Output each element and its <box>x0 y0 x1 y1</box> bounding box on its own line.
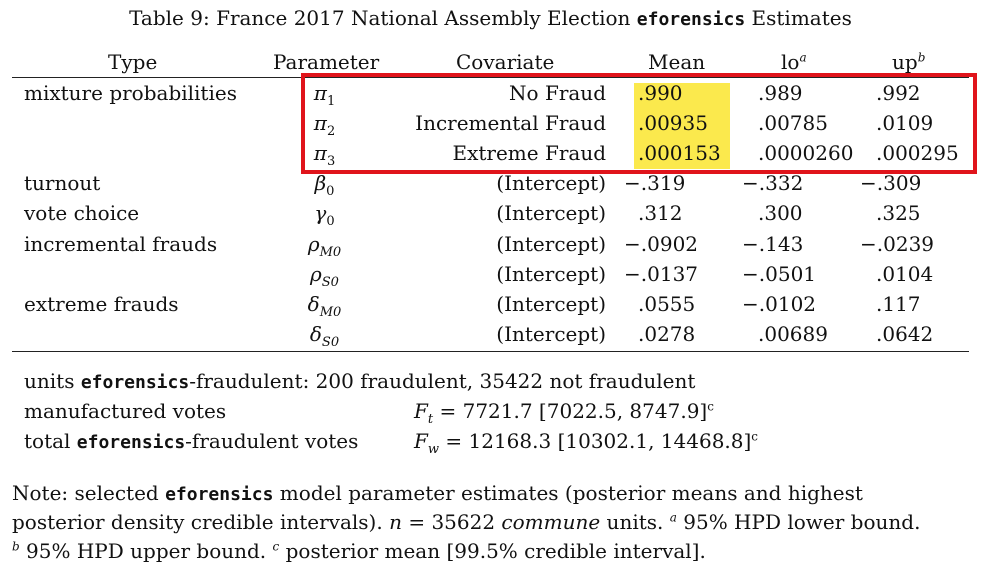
caption-prefix: Table 9: France 2017 National Assembly E… <box>129 6 637 30</box>
row-parameter: π3 <box>313 141 336 170</box>
units-line: units eforensics-fraudulent: 200 fraudul… <box>24 369 696 393</box>
row-mean: .00935 <box>638 111 708 136</box>
row-parameter: ρS0 <box>310 261 339 290</box>
row-covariate: Incremental Fraud <box>415 111 606 136</box>
row-parameter: ρM0 <box>307 231 342 260</box>
row-parameter: δM0 <box>307 291 342 320</box>
row-up: .0104 <box>876 261 934 286</box>
row-lo: .300 <box>758 201 803 226</box>
row-mean: .0555 <box>638 291 696 316</box>
row-lo: .989 <box>758 81 803 105</box>
header-lo-sup: a <box>799 50 807 65</box>
caption-code: eforensics <box>636 9 746 30</box>
table-caption: Table 9: France 2017 National Assembly E… <box>0 6 981 32</box>
row-mean: .990 <box>638 81 683 105</box>
row-up: .0109 <box>876 111 934 136</box>
row-parameter: π2 <box>313 111 336 140</box>
header-covariate: Covariate <box>456 50 555 74</box>
row-parameter: β0 <box>314 171 335 200</box>
manufactured-label: manufactured votes <box>24 399 227 423</box>
row-mean: .0278 <box>638 321 696 346</box>
row-lo: −.332 <box>742 171 804 196</box>
row-mean: −.319 <box>624 171 686 196</box>
header-up: upb <box>892 50 926 74</box>
row-covariate: Extreme Fraud <box>452 141 606 166</box>
row-up: .117 <box>876 291 921 316</box>
row-up: .992 <box>876 81 921 105</box>
annotation-box <box>301 73 977 174</box>
row-covariate: (Intercept) <box>496 231 606 256</box>
row-lo: .00689 <box>758 321 828 346</box>
row-type: incremental frauds <box>24 231 218 256</box>
row-parameter: γ0 <box>314 201 335 230</box>
caption-suffix: Estimates <box>745 6 852 30</box>
row-lo: −.143 <box>742 231 804 256</box>
row-covariate: (Intercept) <box>496 171 606 196</box>
row-up: −.309 <box>860 171 922 196</box>
row-covariate: (Intercept) <box>496 321 606 346</box>
row-up: −.0239 <box>860 231 935 256</box>
row-type: vote choice <box>24 201 140 226</box>
header-up-sup: b <box>917 50 926 65</box>
row-type: turnout <box>24 171 101 196</box>
total-label: total eforensics-fraudulent votes <box>24 429 359 453</box>
row-lo: −.0501 <box>742 261 817 286</box>
ft-value: Ft = 7721.7 [7022.5, 8747.9]c <box>414 399 714 427</box>
row-covariate: No Fraud <box>509 81 606 105</box>
row-up: .0642 <box>876 321 934 346</box>
header-rule <box>12 77 969 78</box>
mean-highlight <box>634 83 730 169</box>
row-mean: −.0902 <box>624 231 699 256</box>
header-type: Type <box>108 50 158 74</box>
header-lo: loa <box>781 50 807 74</box>
fw-value: Fw = 12168.3 [10302.1, 14468.8]c <box>414 429 759 457</box>
row-type: mixture probabilities <box>24 81 237 105</box>
note-line-2: posterior density credible intervals). n… <box>12 510 921 534</box>
row-mean: −.0137 <box>624 261 699 286</box>
row-up: .325 <box>876 201 921 226</box>
header-parameter: Parameter <box>273 50 380 74</box>
row-mean: .000153 <box>638 141 721 166</box>
row-lo: .00785 <box>758 111 828 136</box>
row-lo: −.0102 <box>742 291 817 316</box>
note-line-1: Note: selected eforensics model paramete… <box>12 481 863 505</box>
row-parameter: π1 <box>313 81 336 109</box>
note-line-3: b 95% HPD upper bound. c posterior mean … <box>12 539 706 563</box>
row-parameter: δS0 <box>309 321 340 350</box>
row-up: .000295 <box>876 141 959 166</box>
bottom-rule <box>12 351 969 352</box>
row-lo: .0000260 <box>758 141 854 166</box>
header-mean: Mean <box>648 50 706 74</box>
row-covariate: (Intercept) <box>496 291 606 316</box>
row-covariate: (Intercept) <box>496 261 606 286</box>
row-covariate: (Intercept) <box>496 201 606 226</box>
row-mean: .312 <box>638 201 683 226</box>
row-type: extreme frauds <box>24 291 179 316</box>
